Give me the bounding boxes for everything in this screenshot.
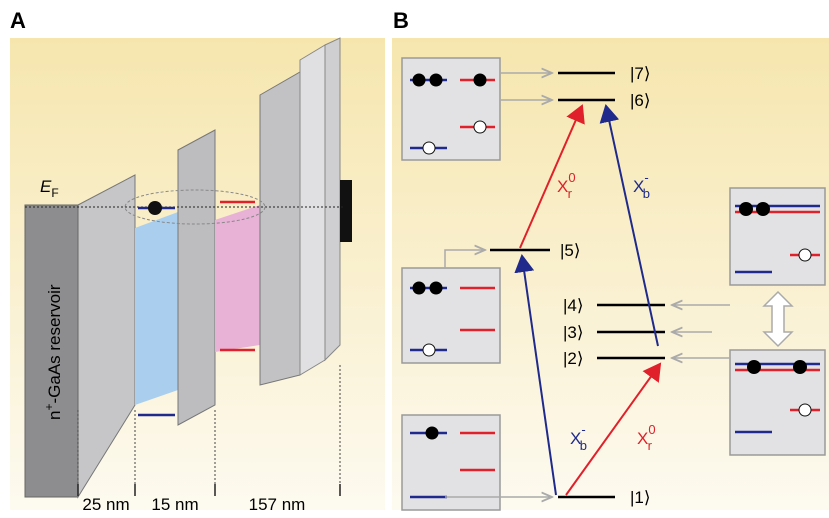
dimension: 15 nm [151,495,198,514]
electron [148,201,162,215]
carrier [799,249,811,261]
panel-a: A 25 nm 15 nm 157 nm EF n+-GaAs reservoi… [10,8,385,514]
panel-label: A [10,8,26,33]
pink-well [215,205,260,352]
panel-label: B [393,8,409,33]
level-label: |5⟩ [560,241,581,260]
barrier [260,72,300,385]
inset [730,350,825,455]
carrier [739,202,753,216]
level-label: |3⟩ [563,323,584,342]
carrier [474,121,486,133]
reservoir-label: n+-GaAs reservoir [42,284,64,420]
cap [300,45,325,375]
carrier [423,142,435,154]
level-label: |1⟩ [630,488,651,507]
inset [402,58,500,160]
figure: A 25 nm 15 nm 157 nm EF n+-GaAs reservoi… [0,0,829,518]
contact [340,180,352,242]
cap-side [325,38,340,360]
carrier [793,360,807,374]
carrier [413,74,426,87]
barrier [178,130,215,425]
level-label: |7⟩ [630,64,651,83]
carrier [426,427,439,440]
carrier [430,282,443,295]
carrier [799,404,811,416]
blue-well [135,212,178,405]
carrier [747,360,761,374]
carrier [413,282,426,295]
carrier [430,74,443,87]
level-label: |4⟩ [563,296,584,315]
level-label: |2⟩ [563,349,584,368]
carrier [474,74,487,87]
dimension: 25 nm [82,495,129,514]
carrier [756,202,770,216]
dimension: 157 nm [249,495,306,514]
carrier [423,344,435,356]
level-label: |6⟩ [630,91,651,110]
